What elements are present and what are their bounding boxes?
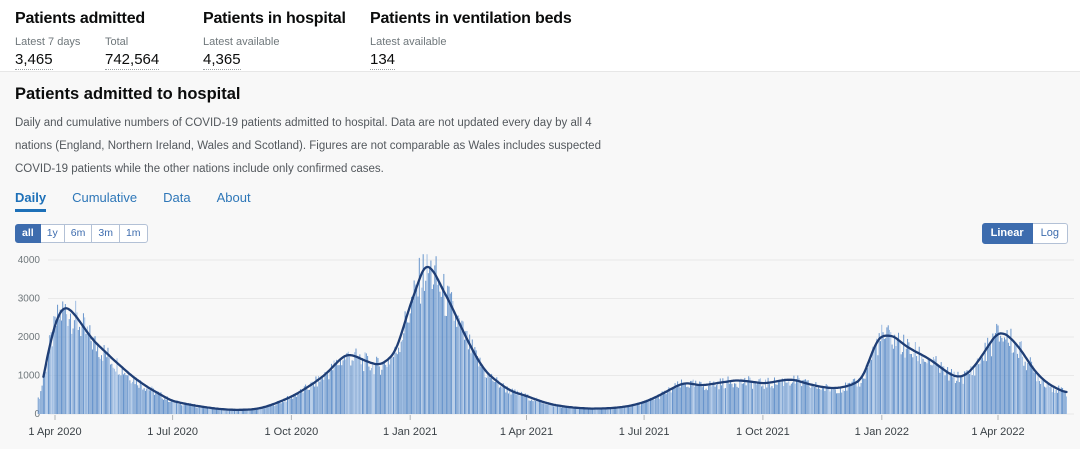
svg-text:1000: 1000 <box>18 371 41 382</box>
scale-toggle: Linear Log <box>981 223 1068 244</box>
scale-button-linear[interactable]: Linear <box>981 223 1033 244</box>
card-title: Patients admitted to hospital <box>15 85 241 103</box>
stat-metrics: Latest available 4,365 <box>203 36 370 70</box>
range-button-all[interactable]: all <box>15 224 41 243</box>
stat-title: Patients in hospital <box>203 10 346 27</box>
average-line-series[interactable] <box>42 265 1068 412</box>
metric: Latest 7 days 3,465 <box>15 36 105 70</box>
stat-card: Patients in ventilation beds Latest avail… <box>370 10 572 71</box>
metric-label: Latest 7 days <box>15 36 81 48</box>
tab-cumulative[interactable]: Cumulative <box>72 190 138 205</box>
range-button-1y[interactable]: 1y <box>39 224 65 243</box>
range-button-1m[interactable]: 1m <box>118 224 148 243</box>
patients-admitted-card: Patients admitted to hospital Daily and … <box>0 71 1080 449</box>
svg-text:1 Jan 2021: 1 Jan 2021 <box>383 426 437 438</box>
card-description: Daily and cumulative numbers of COVID-19… <box>15 112 1080 181</box>
daily-bars-series[interactable] <box>37 254 1067 414</box>
x-axis-ticks <box>54 415 999 420</box>
metric-value[interactable]: 3,465 <box>15 51 53 70</box>
stat-title: Patients in ventilation beds <box>370 10 572 27</box>
metric-value[interactable]: 742,564 <box>105 51 160 70</box>
svg-text:1 Jan 2022: 1 Jan 2022 <box>855 426 909 438</box>
metric: Total 742,564 <box>105 36 195 70</box>
metric: Latest available 134 <box>370 36 460 70</box>
range-selector: all 1y 6m 3m 1m <box>15 224 148 243</box>
svg-text:0: 0 <box>34 409 40 420</box>
svg-text:3000: 3000 <box>18 294 41 305</box>
tab-daily[interactable]: Daily <box>15 190 47 212</box>
headline-stats: Patients admitted Latest 7 days 3,465 Total… <box>0 0 1080 71</box>
description-line: Daily and cumulative numbers of COVID-19… <box>15 117 592 129</box>
scale-button-log[interactable]: Log <box>1031 223 1068 244</box>
range-button-6m[interactable]: 6m <box>63 224 93 243</box>
tab-data[interactable]: Data <box>163 190 191 205</box>
svg-text:2000: 2000 <box>18 332 41 343</box>
description-line: COVID-19 patients while the other nation… <box>15 163 384 175</box>
tab-about[interactable]: About <box>216 190 251 205</box>
svg-text:1 Oct 2020: 1 Oct 2020 <box>264 426 318 438</box>
svg-text:1 Oct 2021: 1 Oct 2021 <box>736 426 790 438</box>
card-tabs: Daily Cumulative Data About <box>15 190 1080 212</box>
admissions-chart[interactable]: 0 1000 2000 3000 4000 1 Apr 2020 1 Jul 2020 1 O… <box>0 247 1080 448</box>
stat-title: Patients admitted <box>15 10 145 27</box>
stat-metrics: Latest available 134 <box>370 36 572 70</box>
metric-label: Latest available <box>370 36 447 48</box>
svg-text:1 Apr 2020: 1 Apr 2020 <box>28 426 81 438</box>
metric-value[interactable]: 4,365 <box>203 51 241 70</box>
svg-text:1 Jul 2021: 1 Jul 2021 <box>619 426 670 438</box>
svg-text:1 Apr 2022: 1 Apr 2022 <box>971 426 1024 438</box>
x-axis-labels: 1 Apr 2020 1 Jul 2020 1 Oct 2020 1 Jan 2021… <box>28 426 1024 438</box>
svg-text:1 Jul 2020: 1 Jul 2020 <box>147 426 198 438</box>
metric-label: Latest available <box>203 36 280 48</box>
gridlines <box>48 259 1074 415</box>
stat-metrics: Latest 7 days 3,465 Total 742,564 <box>15 36 203 70</box>
metric-value[interactable]: 134 <box>370 51 396 70</box>
chart-controls: all 1y 6m 3m 1m Linear Log <box>15 223 1080 244</box>
svg-text:4000: 4000 <box>18 255 41 266</box>
range-button-3m[interactable]: 3m <box>91 224 120 243</box>
metric-label: Total <box>105 36 129 48</box>
metric: Latest available 4,365 <box>203 36 293 70</box>
admissions-chart-canvas[interactable]: 0 1000 2000 3000 4000 1 Apr 2020 1 Jul 2020 1 O… <box>0 247 1080 443</box>
stat-card: Patients in hospital Latest available 4,36… <box>203 10 370 71</box>
svg-text:1 Apr 2021: 1 Apr 2021 <box>500 426 553 438</box>
stat-card: Patients admitted Latest 7 days 3,465 Total… <box>15 10 203 71</box>
description-line: nations (England, Northern Ireland, Wale… <box>15 140 601 152</box>
y-axis-labels: 0 1000 2000 3000 4000 <box>18 255 41 420</box>
